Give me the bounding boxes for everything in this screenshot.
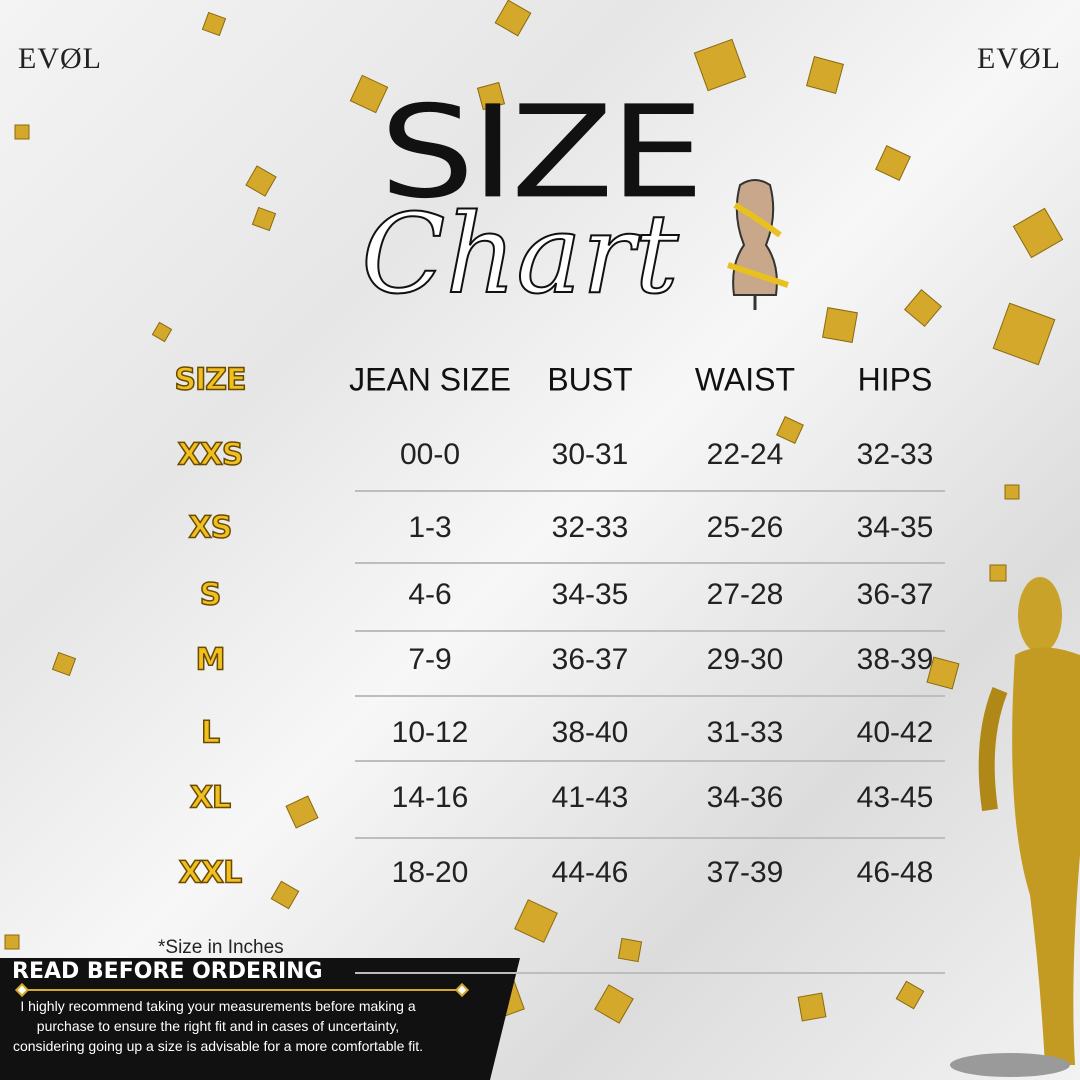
size-label: L [200,715,221,752]
brand-logo: EVØL [18,42,102,75]
size-label: XL [189,780,232,817]
notice-heading: READ BEFORE ORDERING [12,959,323,984]
table-cell: 34-35 [856,511,934,544]
column-header: JEAN SIZE [349,361,511,398]
table-cell: 4-6 [408,578,452,611]
table-cell: 38-39 [856,643,934,676]
table-cell: 41-43 [551,781,629,814]
table-cell: 31-33 [706,716,784,749]
table-cell: 14-16 [391,781,469,814]
table-cell: 30-31 [551,438,629,471]
size-label: XXL [178,855,243,892]
size-label: M [195,642,226,679]
table-cell: 36-37 [856,578,934,611]
table-cell: 18-20 [391,856,469,889]
table-cell: 40-42 [856,716,934,749]
table-cell: 29-30 [706,643,784,676]
table-cell: 38-40 [551,716,629,749]
row-divider [355,837,945,839]
row-divider [355,630,945,632]
table-cell: 34-36 [706,781,784,814]
table-cell: 7-9 [408,643,452,676]
table-cell: 25-26 [706,511,784,544]
table-cell: 37-39 [706,856,784,889]
column-header: BUST [547,361,633,398]
notice-box [0,958,520,1080]
mannequin-icon [727,179,789,310]
gold-mannequin [950,577,1080,1077]
table-cell: 22-24 [706,438,784,471]
table-cell: 32-33 [551,511,629,544]
title-script: Chart [360,189,679,319]
table-cell: 10-12 [391,716,469,749]
size-label: XS [188,510,233,547]
title: SIZE [379,79,705,227]
column-header: SIZE [174,362,248,399]
table-cell: 27-28 [706,578,784,611]
size-label: S [199,577,222,614]
table-cell: 34-35 [551,578,629,611]
column-header: HIPS [857,361,933,398]
row-divider [355,695,945,697]
table-cell: 1-3 [408,511,452,544]
brand-logo: EVØL [977,42,1061,75]
table-cell: 36-37 [551,643,629,676]
table-cell: 44-46 [551,856,629,889]
row-divider [355,490,945,492]
table-cell: 00-0 [399,438,461,471]
table-cell: 43-45 [856,781,934,814]
size-label: XXS [177,437,244,474]
note: *Size in Inches [158,937,284,958]
divider [14,982,470,998]
table-cell: 46-48 [856,856,934,889]
notice-body: I highly recommend taking your measureme… [12,998,424,1054]
confetti [4,0,1064,1024]
row-divider [355,562,945,564]
row-divider [355,972,945,974]
table-cell: 32-33 [856,438,934,471]
column-header: WAIST [694,361,796,398]
row-divider [355,760,945,762]
